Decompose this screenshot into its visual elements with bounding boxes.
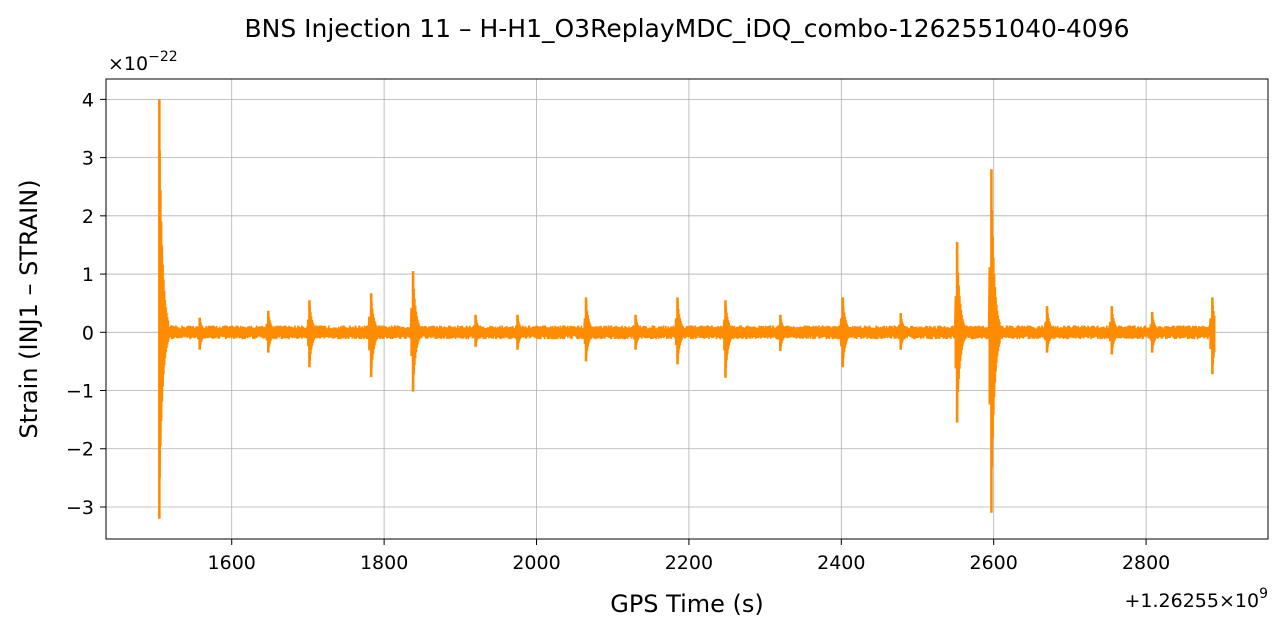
y-axis-ticks: −3 −2 −1 0 1 2 3 4: [66, 89, 106, 519]
x-tick-label: 2600: [970, 552, 1018, 574]
x-tick-label: 1600: [208, 552, 256, 574]
y-tick-label: −3: [66, 497, 94, 519]
y-tick-label: 1: [82, 264, 94, 286]
strain-trace: [158, 99, 1216, 519]
plot-frame: [105, 78, 1269, 540]
y-tick-label: −2: [66, 439, 94, 461]
x-axis-label: GPS Time (s): [610, 590, 764, 618]
chart-title: BNS Injection 11 – H-H1_O3ReplayMDC_iDQ_…: [244, 14, 1129, 43]
x-tick-label: 1800: [360, 552, 408, 574]
series-strain: [158, 99, 1216, 519]
y-tick-label: 0: [82, 322, 94, 344]
x-tick-label: 2400: [817, 552, 865, 574]
x-offset-text: +1.26255×109: [1124, 586, 1268, 612]
y-axis-label: Strain (INJ1 – STRAIN): [15, 179, 43, 438]
y-tick-label: 4: [82, 89, 94, 111]
x-tick-label: 2000: [512, 552, 560, 574]
x-axis-ticks: 1600 1800 2000 2200 2400 2600 2800: [208, 539, 1170, 574]
y-scale-factor: ×10−22: [108, 49, 178, 75]
y-tick-label: −1: [66, 381, 94, 403]
x-tick-label: 2800: [1122, 552, 1170, 574]
y-tick-label: 3: [82, 148, 94, 170]
x-tick-label: 2200: [665, 552, 713, 574]
y-tick-label: 2: [82, 206, 94, 228]
grid-lines: [106, 79, 1268, 539]
